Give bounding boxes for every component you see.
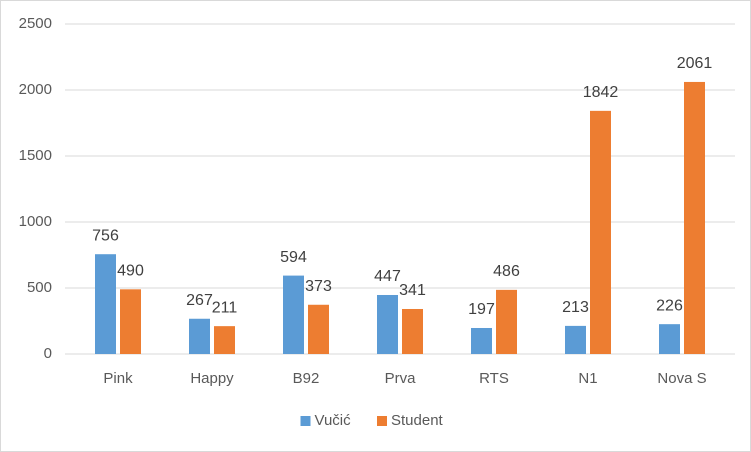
x-tick-label: RTS (479, 370, 509, 387)
data-label: 756 (92, 227, 119, 244)
y-tick-label: 2500 (19, 15, 52, 32)
data-label: 373 (305, 278, 332, 295)
data-label: 341 (399, 282, 426, 299)
data-label: 213 (562, 299, 589, 316)
bar (214, 326, 235, 354)
legend-swatch (377, 416, 387, 426)
bar (402, 308, 423, 354)
data-label: 211 (212, 299, 238, 316)
data-label: 226 (656, 297, 683, 314)
x-tick-label: Happy (190, 370, 234, 387)
bar (684, 81, 705, 354)
bar (120, 289, 141, 354)
data-label: 197 (468, 301, 495, 318)
y-tick-label: 500 (27, 279, 52, 296)
data-label: 447 (374, 268, 401, 285)
data-label: 486 (493, 263, 520, 280)
y-tick-label: 1500 (19, 147, 52, 164)
x-tick-label: Nova S (657, 370, 706, 387)
data-label: 2061 (677, 55, 713, 72)
bar (659, 324, 680, 354)
legend-label: Student (391, 412, 444, 429)
data-label: 1842 (583, 84, 619, 101)
x-tick-label: Pink (103, 370, 133, 387)
data-label: 594 (280, 249, 307, 266)
x-tick-label: B92 (293, 370, 320, 387)
bar (496, 289, 517, 354)
legend-label: Vučić (315, 412, 352, 429)
bar (283, 275, 304, 354)
y-tick-label: 2000 (19, 81, 52, 98)
legend-swatch (300, 416, 311, 426)
x-tick-label: N1 (578, 370, 597, 387)
y-tick-label: 1000 (19, 213, 52, 230)
bar (377, 294, 398, 354)
data-label: 490 (117, 263, 144, 280)
bar (471, 327, 492, 354)
bar (590, 110, 611, 354)
bar (565, 325, 586, 354)
y-tick-label: 0 (44, 345, 52, 362)
bar (189, 318, 210, 354)
bar (95, 254, 116, 354)
bar (308, 304, 329, 354)
x-tick-label: Prva (385, 370, 417, 387)
data-label: 267 (186, 292, 213, 309)
